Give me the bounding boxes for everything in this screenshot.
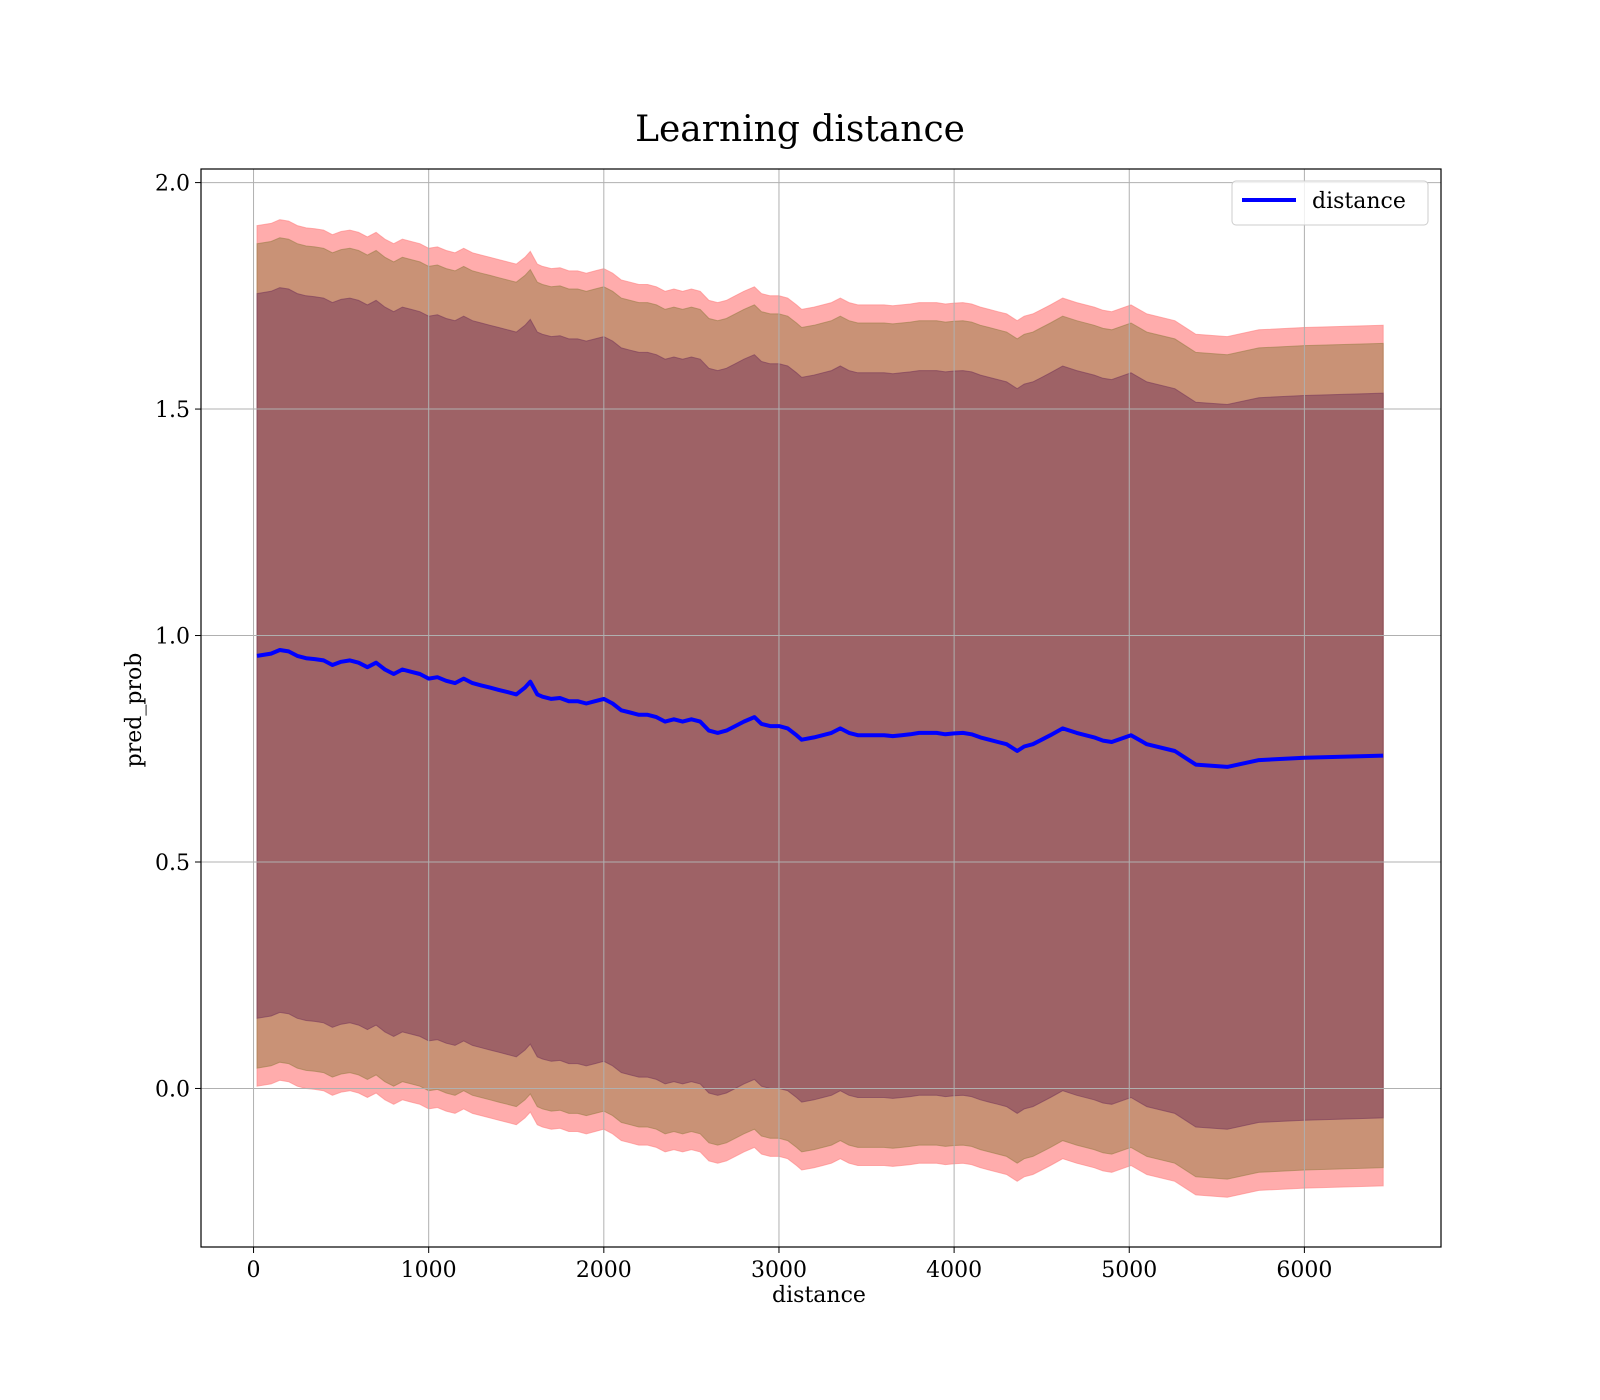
x-tick-label: 2000 — [576, 1258, 632, 1283]
x-tick-label: 3000 — [751, 1258, 807, 1283]
x-tick-label: 1000 — [401, 1258, 457, 1283]
chart-title: Learning distance — [635, 109, 965, 150]
y-axis-label: pred_prob — [122, 653, 147, 768]
legend-frame — [1231, 180, 1429, 226]
y-tick-label: 0.0 — [155, 1077, 190, 1102]
x-axis-label: distance — [772, 1283, 866, 1308]
x-tick-label: 5000 — [1101, 1258, 1157, 1283]
axes-frame — [200, 168, 1442, 1248]
legend: distance — [1231, 180, 1429, 226]
x-tick-label: 6000 — [1276, 1258, 1332, 1283]
series-line-distance — [256, 648, 1384, 769]
y-tick-label: 0.5 — [155, 851, 190, 876]
legend-label-distance: distance — [1312, 189, 1406, 214]
y-tick-label: 1.0 — [155, 625, 190, 650]
y-tick-label: 1.5 — [155, 398, 190, 423]
y-tick-label: 2.0 — [155, 172, 190, 197]
band-inner — [256, 287, 1384, 1130]
x-tick-label: 0 — [247, 1258, 261, 1283]
plot-area: 0 1000 2000 3000 4000 5000 6000 0.0 0.5 1.0 1.5 2.0 — [155, 168, 1442, 1283]
x-tick-label: 4000 — [926, 1258, 982, 1283]
